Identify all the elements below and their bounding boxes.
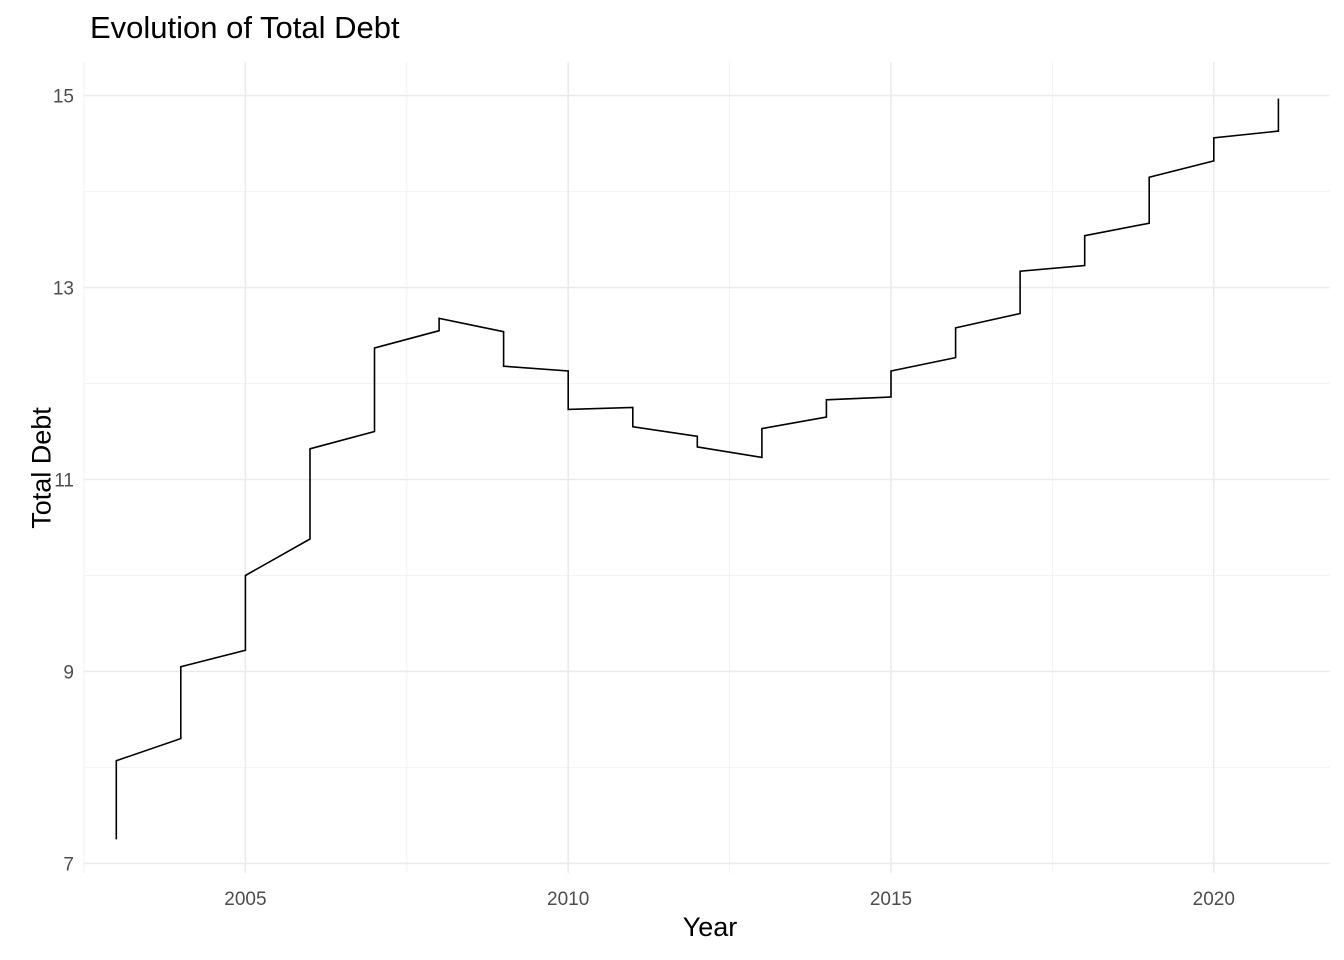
- y-axis-ticks: 7 9 11 13 15: [53, 87, 74, 876]
- major-gridlines: [84, 62, 1330, 873]
- y-tick-label: 13: [53, 279, 74, 300]
- chart-title: Evolution of Total Debt: [90, 10, 400, 45]
- y-tick-label: 7: [63, 854, 74, 875]
- minor-gridlines: [83, 62, 1330, 873]
- x-tick-label: 2015: [870, 889, 912, 910]
- y-tick-label: 11: [54, 470, 74, 491]
- series-line-0: [115, 98, 1280, 840]
- y-tick-label: 9: [63, 662, 74, 683]
- y-axis-label: Total Debt: [26, 407, 57, 529]
- x-axis-ticks: 2005 2010 2015 2020: [224, 889, 1235, 910]
- x-axis-label: Year: [682, 912, 738, 942]
- data-series: [115, 98, 1280, 840]
- x-tick-label: 2010: [547, 889, 589, 910]
- y-tick-label: 15: [53, 87, 74, 108]
- x-tick-label: 2005: [224, 889, 266, 910]
- x-tick-label: 2020: [1193, 889, 1235, 910]
